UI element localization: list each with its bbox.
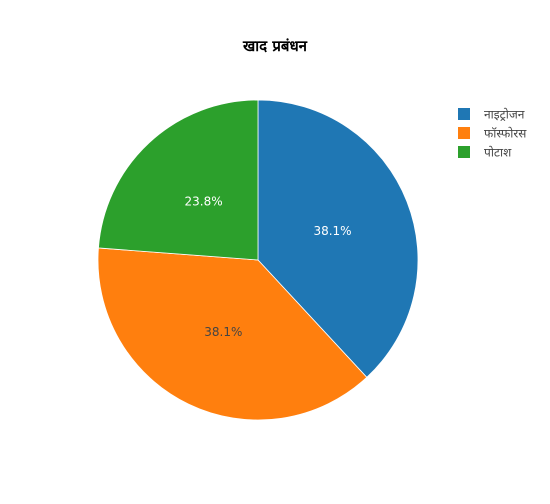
slice-label-2: 38.1% [204,325,242,339]
legend-item-2[interactable]: फॉस्फोरस [458,127,527,141]
legend-swatch-2 [458,127,470,139]
pie-slice-labels: 38.1% 38.1% 23.8% [185,194,352,339]
legend: नाइट्रोजन फॉस्फोरस पोटाश [458,108,527,160]
pie-slice-1[interactable] [257,99,419,378]
pie-slice-2[interactable] [97,247,368,421]
slice-label-1: 38.1% [313,224,351,238]
legend-swatch-3 [458,146,470,158]
pie-slices [97,99,419,421]
chart-title: खाद प्रबंधन [242,37,308,55]
legend-swatch-1 [458,108,470,120]
legend-label-3: पोटाश [484,146,512,160]
pie-slice-3[interactable] [98,99,259,261]
slice-label-3: 23.8% [185,194,223,208]
legend-label-2: फॉस्फोरस [484,127,527,141]
legend-item-1[interactable]: नाइट्रोजन [458,108,525,122]
legend-label-1: नाइट्रोजन [484,108,525,122]
legend-item-3[interactable]: पोटाश [458,146,512,160]
